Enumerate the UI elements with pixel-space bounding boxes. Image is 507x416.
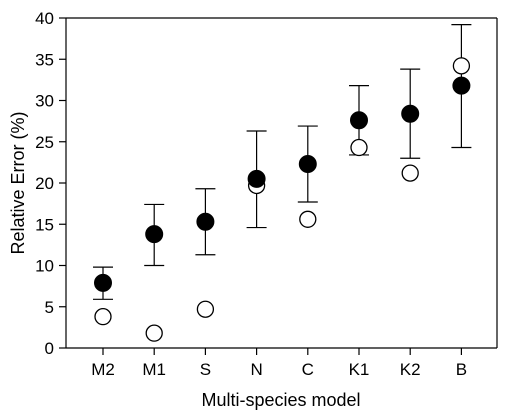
y-tick-label: 0: [45, 339, 54, 358]
x-ticks: M2 M1 S N C K1 K2 B: [91, 348, 467, 379]
y-tick-label: 10: [35, 257, 54, 276]
filled-circle-point: [247, 169, 266, 188]
open-circle-point: [145, 324, 163, 342]
filled-circle-point: [94, 273, 112, 292]
filled-circle-point: [452, 76, 471, 95]
x-axis-label: Multi-species model: [201, 390, 360, 410]
x-tick-label: N: [250, 360, 262, 379]
y-tick-label: 20: [35, 174, 54, 193]
filled-circle-point: [196, 212, 215, 231]
x-tick-label: S: [200, 360, 211, 379]
y-tick-label: 35: [35, 50, 54, 69]
y-tick-label: 30: [35, 92, 54, 111]
open-circle-point: [452, 57, 471, 75]
x-tick-label: M1: [142, 360, 166, 379]
x-tick-label: M2: [91, 360, 115, 379]
y-ticks: 0 5 10 15 20 25 30 35 40: [35, 9, 66, 358]
open-circle-point: [94, 307, 112, 326]
y-tick-label: 5: [45, 298, 54, 317]
filled-circle-point: [298, 155, 317, 174]
filled-circle-point: [350, 111, 368, 130]
x-tick-label: K2: [400, 360, 421, 379]
filled-circle-point: [145, 225, 164, 244]
y-axis-label: Relative Error (%): [8, 111, 28, 254]
error-bars: [93, 24, 472, 300]
open-circle-point: [299, 210, 317, 228]
y-tick-label: 40: [35, 9, 54, 28]
x-tick-label: C: [302, 360, 314, 379]
y-tick-label: 25: [35, 133, 54, 152]
x-tick-label: K1: [349, 360, 370, 379]
open-circle-point: [350, 138, 368, 157]
open-circle-point: [196, 300, 215, 318]
open-circle-point: [401, 164, 419, 182]
plot-frame: [65, 17, 498, 349]
data-points: [94, 57, 471, 342]
x-tick-label: B: [456, 360, 467, 379]
y-tick-label: 15: [35, 215, 54, 234]
filled-circle-point: [401, 104, 420, 123]
